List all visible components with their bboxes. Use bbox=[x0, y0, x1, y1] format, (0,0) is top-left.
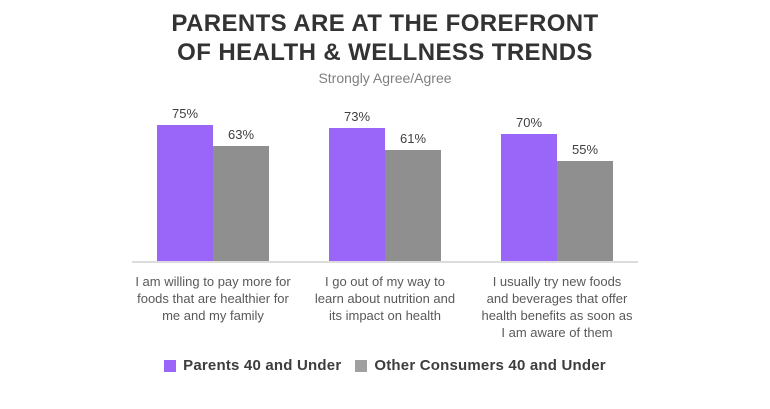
legend-swatch-icon bbox=[355, 359, 368, 372]
bar-column: 75% bbox=[157, 105, 213, 261]
bar-other-consumers bbox=[213, 146, 269, 261]
bar-parents bbox=[157, 124, 213, 261]
bar-group: 73% 61% bbox=[329, 109, 441, 261]
bar-other-consumers bbox=[385, 149, 441, 261]
bar-value-label: 63% bbox=[227, 127, 255, 143]
bar-value-label: 73% bbox=[343, 109, 371, 125]
legend-item-label: Parents 40 and Under bbox=[183, 357, 342, 374]
legend-item: Parents 40 and Under bbox=[164, 357, 341, 374]
bar-column: 63% bbox=[213, 106, 269, 261]
bar-parents bbox=[329, 128, 385, 261]
legend-swatch-icon bbox=[164, 359, 177, 372]
category-label: I am willing to pay more for foods that … bbox=[135, 274, 291, 323]
chart-page: PARENTS ARE AT THE FOREFRONT OF HEALTH &… bbox=[0, 9, 770, 409]
bar-value-label: 61% bbox=[399, 130, 427, 146]
chart-title-line-1: PARENTS ARE AT THE FOREFRONT bbox=[171, 10, 599, 37]
bar-parents bbox=[501, 133, 557, 261]
chart-title-line-2: OF HEALTH & WELLNESS TRENDS bbox=[177, 39, 593, 66]
bar-value-label: 70% bbox=[515, 114, 543, 130]
category-label: I go out of my way to learn about nutrit… bbox=[314, 274, 456, 323]
bar-column: 70% bbox=[501, 115, 557, 261]
bar-column: 61% bbox=[385, 109, 441, 261]
legend-item-label: Other Consumers 40 and Under bbox=[374, 357, 606, 374]
legend: Parents 40 and Under Other Consumers 40 a… bbox=[0, 357, 770, 374]
bar-other-consumers bbox=[557, 160, 613, 261]
bar-column: 55% bbox=[557, 115, 613, 261]
category-label: I usually try new foods and beverages th… bbox=[481, 274, 633, 340]
bar-column: 73% bbox=[329, 109, 385, 261]
bar-value-label: 75% bbox=[171, 105, 199, 121]
chart-title: PARENTS ARE AT THE FOREFRONT OF HEALTH &… bbox=[0, 9, 770, 67]
bar-value-label: 55% bbox=[571, 141, 599, 157]
plot-area: 75% 63% 73% 61% 70% 55% bbox=[132, 101, 638, 263]
legend-item: Other Consumers 40 and Under bbox=[355, 357, 606, 374]
bar-group: 75% 63% bbox=[157, 105, 269, 261]
bar-chart: 75% 63% 73% 61% 70% 55% I am willing to pay m… bbox=[132, 101, 638, 341]
category-labels-row: I am willing to pay more for foods that … bbox=[132, 273, 638, 341]
bar-group: 70% 55% bbox=[501, 115, 613, 261]
chart-subtitle: Strongly Agree/Agree bbox=[318, 70, 452, 86]
